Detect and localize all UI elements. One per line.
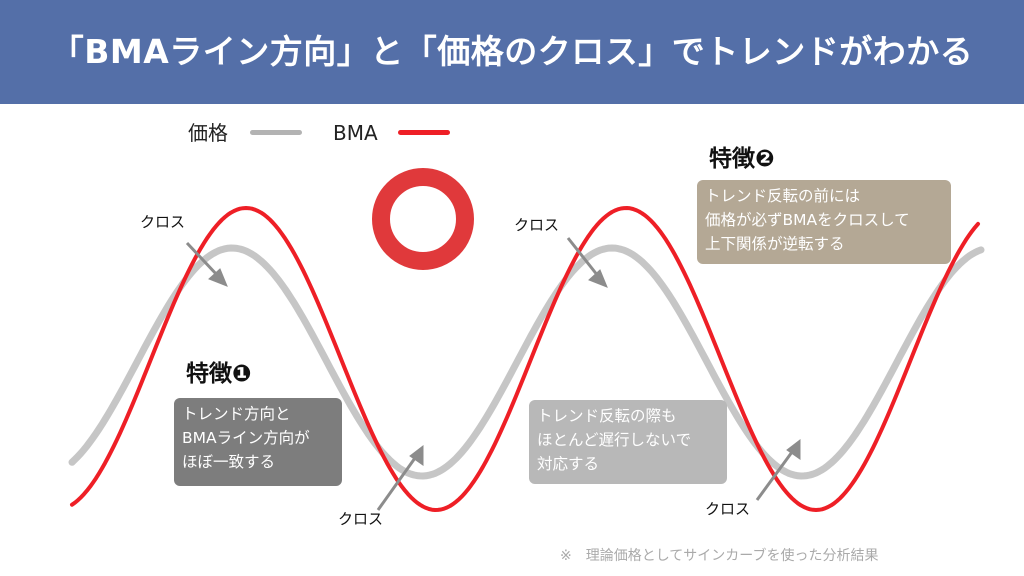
feature1-callout: トレンド方向と BMAライン方向が ほぼ一致する — [174, 398, 342, 486]
cross-label-1: クロス — [140, 213, 186, 231]
cross-label-2: クロス — [338, 510, 384, 528]
feature1-line-2: BMAライン方向が — [182, 429, 310, 447]
mid-note-line-2: ほとんど遅行しないで — [537, 431, 692, 449]
cross-arrow-2 — [376, 444, 424, 511]
legend-price-label: 価格 — [188, 121, 228, 145]
price-curve — [68, 244, 985, 480]
footnote: ※ 理論価格としてサインカーブを使った分析結果 — [560, 548, 879, 564]
feature2-line-2: 価格が必ずBMAをクロスして — [705, 211, 910, 229]
bma-curve — [70, 206, 980, 512]
circle-mark-icon — [372, 168, 474, 270]
legend-price-swatch — [250, 130, 302, 135]
legend-bma-swatch — [398, 130, 450, 135]
page-title: 「BMAライン方向」と「価格のクロス」でトレンドがわかる — [50, 32, 974, 71]
title-banner — [0, 0, 1024, 104]
cross-label-4: クロス — [705, 500, 751, 518]
mid-note-line-1: トレンド反転の際も — [537, 407, 677, 425]
feature1-title: 特徴❶ — [186, 361, 252, 387]
cross-arrow-3 — [566, 237, 608, 288]
cross-arrow-4 — [755, 438, 801, 501]
feature2-line-1: トレンド反転の前には — [705, 187, 861, 205]
feature1-line-1: トレンド方向と — [182, 405, 291, 423]
mid-note-line-3: 対応する — [537, 455, 600, 473]
feature2-line-3: 上下関係が逆転する — [705, 235, 845, 253]
feature2-callout: トレンド反転の前には 価格が必ずBMAをクロスして 上下関係が逆転する — [697, 180, 951, 264]
legend-bma-label: BMA — [333, 121, 378, 145]
feature1-line-3: ほぼ一致する — [182, 453, 276, 471]
mid-note-callout: トレンド反転の際も ほとんど遅行しないで 対応する — [529, 400, 727, 484]
cross-arrow-1 — [185, 241, 228, 287]
cross-label-3: クロス — [514, 216, 560, 234]
feature2-title: 特徴❷ — [709, 146, 775, 172]
